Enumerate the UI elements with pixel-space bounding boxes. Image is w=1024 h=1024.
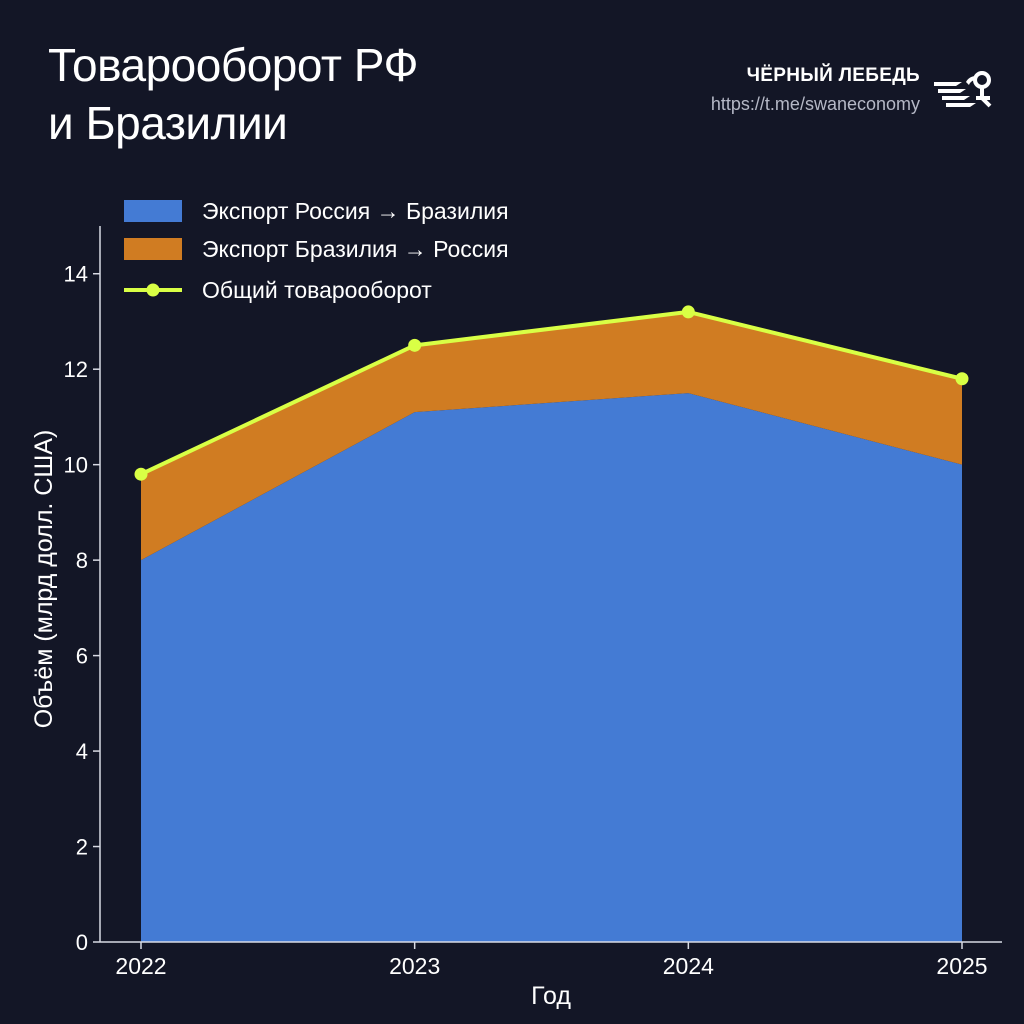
y-axis-label: Объём (млрд долл. США): [30, 430, 58, 729]
line-point-2024: [681, 305, 695, 319]
area-series-1: [141, 393, 962, 943]
y-tick-label-2: 2: [76, 835, 88, 860]
legend-label-2: Экспорт Бразилия → Россия: [202, 236, 509, 262]
legend-label-total: Общий товарооборот: [202, 277, 432, 303]
title-line-2: и Бразилии: [48, 97, 288, 149]
line-point-2025: [955, 372, 969, 386]
title-line-1: Товарооборот РФ: [48, 39, 418, 91]
y-tick-label-0: 0: [76, 930, 88, 955]
y-tick-label-4: 4: [76, 739, 88, 764]
x-tick-label-2024: 2024: [663, 953, 714, 979]
y-tick-label-6: 6: [76, 644, 88, 669]
line-series-total: [140, 309, 963, 477]
x-tick-label-2025: 2025: [936, 953, 987, 979]
y-tick-label-8: 8: [76, 548, 88, 573]
brand-block: ЧЁРНЫЙ ЛЕБЕДЬ https://t.me/swaneconomy: [711, 64, 920, 117]
line-point-2022: [134, 467, 148, 481]
y-tick-label-10: 10: [64, 453, 88, 478]
page-title: Товарооборот РФ и Бразилии: [48, 36, 418, 152]
x-tick-label-2022: 2022: [115, 953, 166, 979]
brand-name: ЧЁРНЫЙ ЛЕБЕДЬ: [746, 65, 920, 86]
legend-marker-total: [146, 283, 160, 297]
y-tick-label-14: 14: [64, 262, 88, 287]
y-tick-label-12: 12: [64, 357, 88, 382]
swan-logo-icon: [934, 71, 992, 108]
x-axis-label: Год: [531, 982, 571, 1010]
legend-swatch-2: [124, 238, 182, 260]
area-series-2: [141, 311, 962, 561]
x-tick-label-2023: 2023: [389, 953, 440, 979]
brand-url[interactable]: https://t.me/swaneconomy: [710, 94, 920, 114]
legend-swatch-1: [124, 200, 182, 222]
line-point-2023: [408, 338, 422, 352]
legend-label-1: Экспорт Россия → Бразилия: [202, 198, 509, 224]
